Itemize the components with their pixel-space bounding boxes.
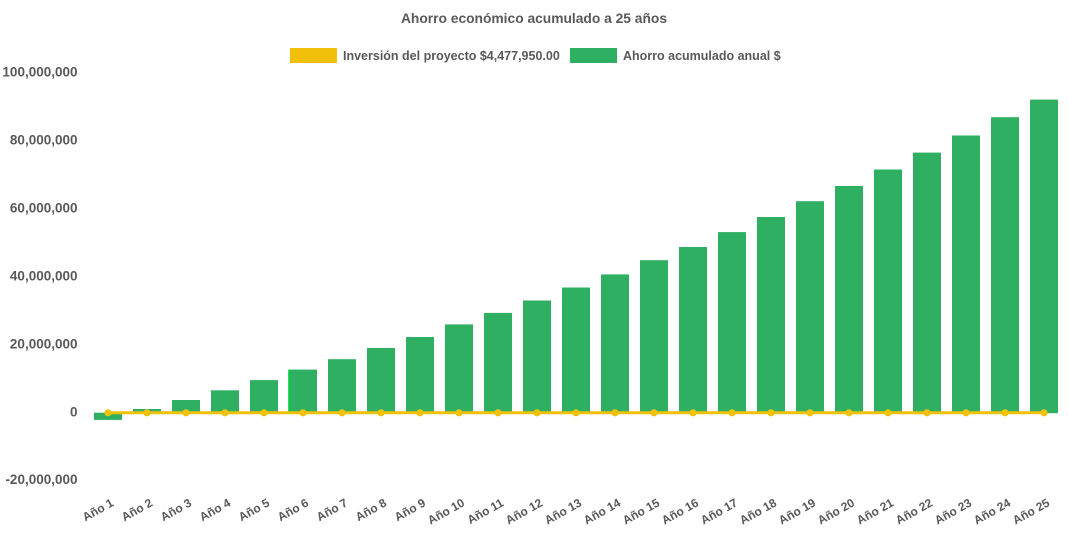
svg-text:20,000,000: 20,000,000 <box>10 337 78 352</box>
svg-text:Año 11: Año 11 <box>465 496 506 527</box>
svg-text:Año 10: Año 10 <box>425 496 467 528</box>
svg-text:Año 6: Año 6 <box>275 496 311 525</box>
svg-text:Año 20: Año 20 <box>815 496 857 528</box>
svg-text:Año 13: Año 13 <box>542 496 584 528</box>
svg-text:Ahorro económico acumulado a 2: Ahorro económico acumulado a 25 años <box>401 11 667 26</box>
svg-text:Año 19: Año 19 <box>776 496 818 528</box>
svg-text:Año 17: Año 17 <box>698 496 740 528</box>
svg-text:Ahorro acumulado anual $: Ahorro acumulado anual $ <box>623 49 781 63</box>
svg-text:0: 0 <box>70 405 78 420</box>
svg-text:Año 22: Año 22 <box>893 496 935 528</box>
svg-text:Año 15: Año 15 <box>620 496 662 528</box>
svg-text:Año 9: Año 9 <box>392 496 428 525</box>
svg-text:Año 1: Año 1 <box>80 496 116 525</box>
svg-text:Año 18: Año 18 <box>737 496 779 528</box>
svg-text:40,000,000: 40,000,000 <box>10 269 78 284</box>
svg-text:Año 25: Año 25 <box>1010 496 1052 528</box>
svg-text:Año 7: Año 7 <box>314 496 350 525</box>
svg-text:Año 21: Año 21 <box>854 496 896 528</box>
svg-text:100,000,000: 100,000,000 <box>2 65 77 80</box>
svg-text:80,000,000: 80,000,000 <box>10 133 78 148</box>
svg-text:Año 23: Año 23 <box>932 496 974 528</box>
svg-text:60,000,000: 60,000,000 <box>10 201 78 216</box>
svg-text:Año 14: Año 14 <box>581 496 623 528</box>
svg-text:Año 4: Año 4 <box>197 496 233 525</box>
svg-text:Año 5: Año 5 <box>236 496 272 525</box>
svg-text:-20,000,000: -20,000,000 <box>5 472 77 487</box>
svg-text:Inversión del proyecto $4,477,: Inversión del proyecto $4,477,950.00 <box>343 49 560 63</box>
svg-text:Año 2: Año 2 <box>119 496 155 525</box>
svg-text:Año 3: Año 3 <box>158 496 194 525</box>
svg-text:Año 16: Año 16 <box>659 496 701 528</box>
svg-text:Año 8: Año 8 <box>353 496 389 525</box>
svg-text:Año 12: Año 12 <box>503 496 545 528</box>
svg-text:Año 24: Año 24 <box>971 496 1013 528</box>
